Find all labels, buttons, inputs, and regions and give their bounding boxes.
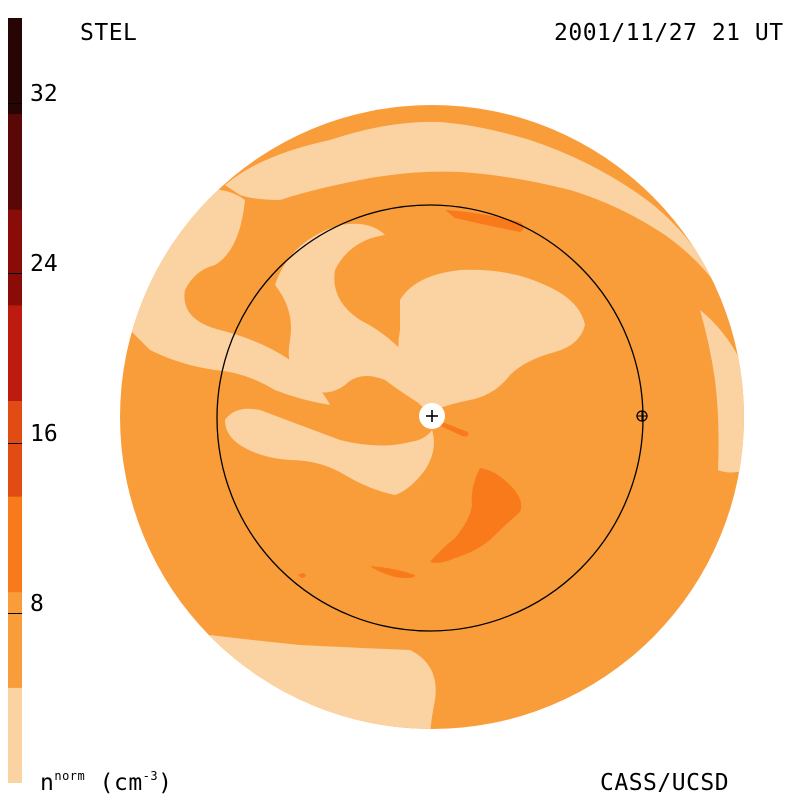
map-background-region xyxy=(120,105,744,729)
light-region-bottom-left xyxy=(192,635,436,729)
colorbar-segment xyxy=(8,209,22,306)
colorbar-segment xyxy=(8,18,22,115)
quantity-sup: norm xyxy=(54,769,86,783)
high-region-bottom-sliver xyxy=(370,566,415,579)
quantity-units-label: nnorm (cm-3) xyxy=(40,769,173,796)
high-region-tiny-spot xyxy=(298,573,306,578)
colorbar-tick-mark xyxy=(8,613,22,614)
colorbar-tick-mark xyxy=(8,443,22,444)
colorbar-tick-label: 24 xyxy=(30,251,58,277)
observatory-label: STEL xyxy=(80,20,138,46)
colorbar-segment xyxy=(8,591,22,688)
light-region-right-edge xyxy=(700,310,744,473)
light-region-top-arc xyxy=(225,121,720,291)
sun-plus-icon xyxy=(419,403,445,429)
units-open: (cm xyxy=(99,770,143,796)
units-sup: -3 xyxy=(142,769,159,783)
colorbar-tick-label: 32 xyxy=(30,81,58,107)
datetime-label: 2001/11/27 21 UT xyxy=(554,20,784,46)
high-region-top-sliver xyxy=(445,210,524,232)
credit-label: CASS/UCSD xyxy=(600,770,730,796)
units-close: ) xyxy=(158,770,173,796)
light-region-center-curl xyxy=(275,223,430,410)
colorbar-tick-label: 8 xyxy=(30,591,44,617)
earth-orbit-circle xyxy=(216,204,644,632)
light-region-center-blob xyxy=(398,269,585,412)
colorbar-segment xyxy=(8,496,22,593)
earth-circle-plus-icon xyxy=(636,410,648,422)
colorbar-segment xyxy=(8,400,22,497)
colorbar-segment xyxy=(8,304,22,401)
colorbar-tick-label: 16 xyxy=(30,421,58,447)
high-region-lower-right xyxy=(430,468,522,563)
colorbar-segment xyxy=(8,687,22,783)
colorbar-tick-mark xyxy=(8,103,22,104)
colorbar-tick-mark xyxy=(8,273,22,274)
colorbar-segment xyxy=(8,113,22,210)
quantity-main: n xyxy=(40,770,55,796)
light-region-lower-left-tongue xyxy=(225,408,434,495)
colorbar xyxy=(8,18,22,783)
